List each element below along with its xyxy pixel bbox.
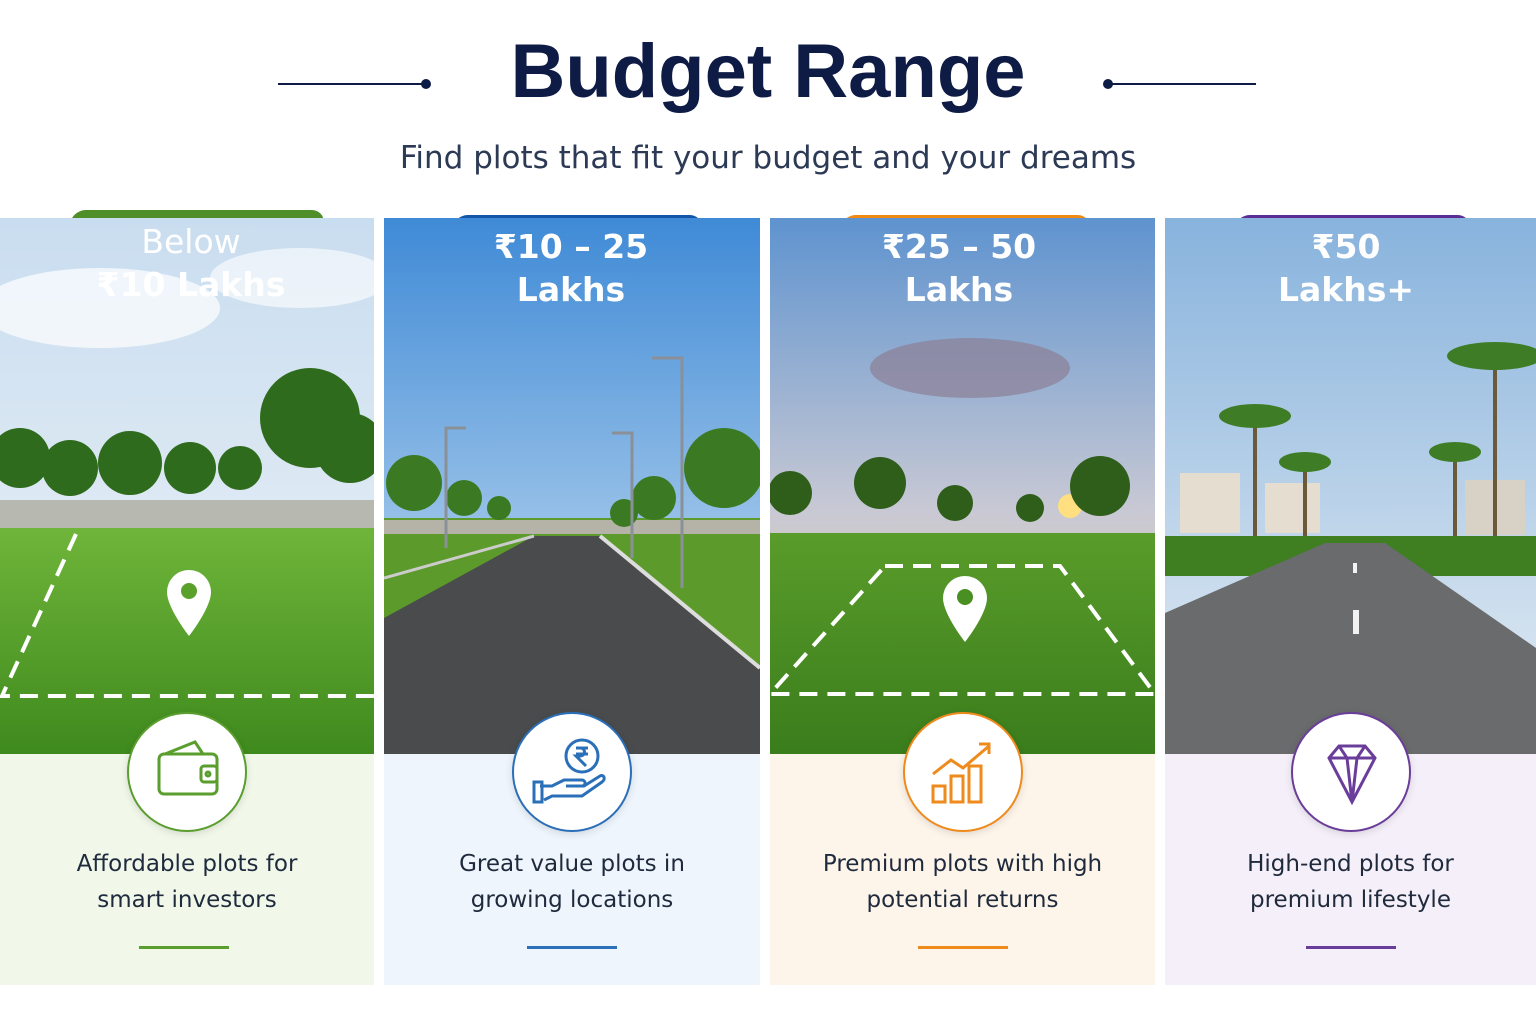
subtitle: Find plots that fit your budget and your… bbox=[399, 140, 1137, 176]
description-line: potential returns bbox=[866, 887, 1059, 913]
badge-line: Below bbox=[141, 222, 241, 261]
plot-photo bbox=[1165, 218, 1536, 754]
budget-card: Premium plots with high potential returns bbox=[770, 218, 1155, 985]
title-dot bbox=[1103, 79, 1113, 89]
description: Affordable plots for smart investors bbox=[0, 846, 374, 918]
badge-line: ₹10 Lakhs bbox=[96, 265, 286, 304]
title-rule bbox=[1106, 83, 1256, 85]
description: Premium plots with high potential returns bbox=[770, 846, 1155, 918]
badge-line: Lakhs+ bbox=[1277, 270, 1415, 309]
plot-photo bbox=[0, 218, 374, 754]
diamond-icon bbox=[1290, 712, 1411, 832]
wallet-icon bbox=[127, 712, 247, 832]
badge: ₹25 – 50 Lakhs bbox=[826, 215, 1092, 325]
badge-line: ₹25 – 50 bbox=[881, 227, 1037, 266]
badge: ₹10 – 25 Lakhs bbox=[438, 215, 704, 325]
rupee-hand-icon bbox=[512, 712, 632, 832]
badge: Below ₹10 Lakhs bbox=[56, 210, 326, 320]
badge: ₹50 Lakhs+ bbox=[1220, 215, 1472, 325]
title-dot bbox=[421, 79, 431, 89]
description-line: High-end plots for bbox=[1247, 851, 1454, 877]
description-line: Affordable plots for bbox=[76, 851, 298, 877]
budget-card: High-end plots for premium lifestyle bbox=[1165, 218, 1536, 985]
underline bbox=[1305, 946, 1396, 949]
title: Budget Range bbox=[510, 29, 1026, 114]
title-rule bbox=[278, 83, 428, 85]
description-line: Great value plots in bbox=[459, 851, 685, 877]
badge-line: ₹50 bbox=[1311, 227, 1381, 266]
budget-card: Affordable plots for smart investors bbox=[0, 218, 374, 985]
description-line: premium lifestyle bbox=[1250, 887, 1451, 913]
description-line: growing locations bbox=[470, 887, 674, 913]
description: High-end plots for premium lifestyle bbox=[1165, 846, 1536, 918]
underline bbox=[527, 946, 617, 949]
budget-card: Great value plots in growing locations bbox=[384, 218, 760, 985]
underline bbox=[917, 946, 1008, 949]
badge-line: ₹10 – 25 bbox=[493, 227, 649, 266]
growth-icon bbox=[902, 712, 1023, 832]
description: Great value plots in growing locations bbox=[384, 846, 760, 918]
description-line: smart investors bbox=[97, 887, 277, 913]
description-line: Premium plots with high bbox=[822, 851, 1103, 877]
badge-line: Lakhs bbox=[516, 270, 626, 309]
underline bbox=[139, 946, 229, 949]
badge-line: Lakhs bbox=[904, 270, 1014, 309]
